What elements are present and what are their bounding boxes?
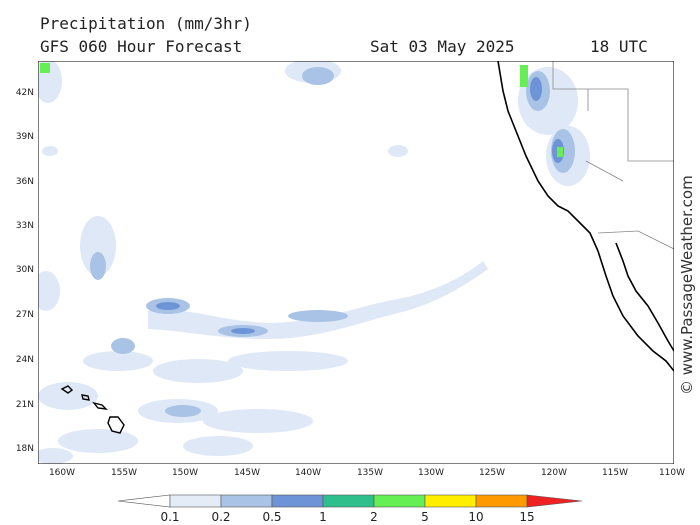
legend-swatch <box>475 494 528 508</box>
lat-label: 24N <box>15 355 34 365</box>
legend-swatch <box>424 494 477 508</box>
legend-label: 0.1 <box>160 510 180 524</box>
legend-label: 0.2 <box>211 510 231 524</box>
lat-label: 39N <box>15 132 34 142</box>
legend-swatch <box>322 494 375 508</box>
border-lines <box>552 61 674 250</box>
forecast-date: Sat 03 May 2025 <box>370 37 515 56</box>
legend-swatch <box>373 494 426 508</box>
legend-swatch <box>118 494 171 508</box>
lon-label: 135W <box>356 468 384 478</box>
lat-label: 30N <box>15 265 34 275</box>
legend-label: 5 <box>421 510 429 524</box>
lat-label: 42N <box>15 88 34 98</box>
legend-colorbar <box>118 494 582 508</box>
legend-label: 0.5 <box>262 510 282 524</box>
lat-label: 27N <box>15 310 34 320</box>
precip-intense-patches <box>40 63 563 157</box>
forecast-time: 18 UTC <box>590 37 648 56</box>
credit-text: © www.PassageWeather.com <box>678 175 696 395</box>
lon-label: 155W <box>110 468 138 478</box>
legend-label: 10 <box>468 510 484 524</box>
lon-label: 125W <box>478 468 506 478</box>
lon-label: 130W <box>417 468 445 478</box>
forecast-label: GFS 060 Hour Forecast <box>40 37 243 56</box>
lon-label: 150W <box>171 468 199 478</box>
lon-label: 160W <box>48 468 76 478</box>
precipitation-map <box>38 61 674 464</box>
lat-label: 36N <box>15 177 34 187</box>
lon-label: 110W <box>658 468 686 478</box>
lon-label: 140W <box>294 468 322 478</box>
lon-label: 120W <box>540 468 568 478</box>
lon-label: 115W <box>601 468 629 478</box>
chart-title: Precipitation (mm/3hr) <box>40 14 252 33</box>
legend-label: 15 <box>519 510 535 524</box>
coastline-west-coast <box>497 61 674 372</box>
hawaiian-islands <box>60 385 125 434</box>
legend-swatch <box>220 494 273 508</box>
legend-swatch <box>169 494 222 508</box>
legend-label: 2 <box>370 510 378 524</box>
lat-label: 21N <box>15 400 34 410</box>
precip-heavy-patches <box>156 77 564 334</box>
legend-swatch <box>271 494 324 508</box>
lon-label: 145W <box>233 468 261 478</box>
legend-label: 1 <box>319 510 327 524</box>
lat-label: 18N <box>15 444 34 454</box>
lat-label: 33N <box>15 221 34 231</box>
baja-peninsula <box>615 242 674 352</box>
legend-swatch <box>526 494 582 508</box>
